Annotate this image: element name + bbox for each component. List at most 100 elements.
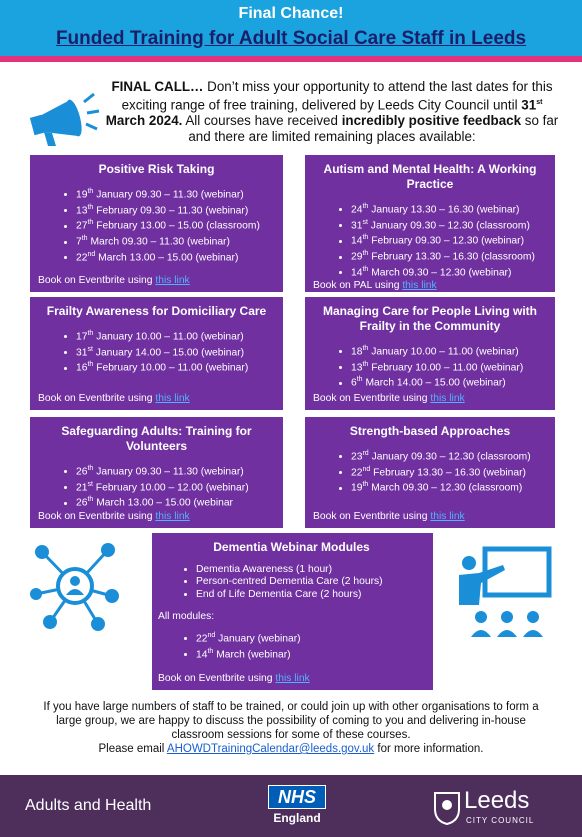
session-list: 22nd January (webinar)14th March (webina… — [158, 630, 425, 661]
session-text: March 09.30 – 12.30 (webinar) — [371, 267, 512, 279]
session-text: January 10.00 – 11.00 (webinar) — [96, 331, 244, 343]
session-text: January 13.30 – 16.30 (webinar) — [371, 204, 520, 216]
session-list: 19th January 09.30 – 11.30 (webinar)13th… — [38, 186, 275, 265]
session-list: 18th January 10.00 – 11.00 (webinar)13th… — [313, 343, 547, 390]
course-box: Frailty Awareness for Domiciliary Care 17… — [30, 297, 283, 410]
leeds-sub: CITY COUNCIL — [466, 816, 535, 825]
module-list: Dementia Awareness (1 hour)Person-centre… — [158, 564, 425, 601]
session-day: 14 — [351, 267, 363, 279]
session-day: 26 — [76, 497, 88, 509]
session-suffix: st — [87, 480, 93, 488]
session-day: 31 — [351, 220, 363, 232]
session-text: January 09.30 – 11.30 (webinar) — [96, 189, 244, 201]
session-list: 23rd January 09.30 – 12.30 (classroom)22… — [313, 448, 547, 495]
booking-link[interactable]: this link — [155, 393, 190, 404]
email-line: Please email AHOWDTrainingCalendar@leeds… — [30, 742, 552, 756]
session-suffix: nd — [207, 631, 216, 639]
booking-link[interactable]: this link — [155, 275, 190, 286]
session-suffix: th — [207, 647, 214, 655]
booking-text: Book on Eventbrite using — [38, 511, 153, 522]
leeds-logo: Leeds — [464, 787, 530, 814]
session-suffix: th — [81, 235, 88, 243]
session-list: 17th January 10.00 – 11.00 (webinar)31st… — [38, 328, 275, 375]
session-suffix: th — [362, 345, 369, 352]
session-list: 26th January 09.30 – 11.30 (webinar)21st… — [38, 463, 275, 510]
session-text: January (webinar) — [218, 633, 301, 645]
course-title: Frailty Awareness for Domiciliary Care — [46, 304, 267, 318]
course-title: Positive Risk Taking — [98, 162, 215, 176]
session-text: February 13.30 – 16.30 (webinar) — [373, 467, 526, 479]
session: 22nd January (webinar) — [196, 630, 425, 646]
session-text: January 10.00 – 11.00 (webinar) — [371, 346, 519, 358]
session-text: February 10.00 – 11.00 (webinar) — [96, 362, 249, 374]
session: 27th February 13.00 – 15.00 (classroom) — [76, 217, 275, 233]
session-day: 14 — [196, 649, 208, 661]
session: 31st January 14.00 – 15.00 (webinar) — [76, 344, 275, 360]
session-suffix: th — [87, 219, 94, 227]
session: 22nd February 13.30 – 16.30 (webinar) — [351, 464, 547, 480]
intro-segment: March 2024. — [105, 113, 183, 129]
module: End of Life Dementia Care (2 hours) — [196, 589, 425, 601]
course-title: Safeguarding Adults: Training for Volunt… — [61, 424, 252, 453]
intro-segment: incredibly positive feedback — [341, 113, 522, 129]
session-suffix: th — [87, 188, 94, 195]
all-modules-label: All modules: — [158, 610, 215, 622]
booking-link[interactable]: this link — [155, 511, 190, 522]
session-day: 18 — [351, 346, 363, 358]
email-link[interactable]: AHOWDTrainingCalendar@leeds.gov.uk — [166, 743, 375, 755]
session-text: March 13.00 – 15.00 (webinar — [96, 497, 233, 509]
course-title: Autism and Mental Health: A Working Prac… — [323, 162, 537, 191]
teacher-icon — [459, 546, 552, 637]
session-day: 17 — [76, 331, 88, 343]
kicker: Final Chance! — [238, 5, 344, 22]
session: 7th March 09.30 – 11.30 (webinar) — [76, 233, 275, 249]
booking: Book on Eventbrite using this link — [313, 393, 547, 404]
session-suffix: th — [356, 376, 363, 384]
session: 18th January 10.00 – 11.00 (webinar) — [351, 343, 547, 359]
email-prefix: Please email — [98, 743, 165, 755]
header-band: Final Chance! Funded Training for Adult … — [0, 0, 582, 56]
session-text: January 14.00 – 15.00 (webinar) — [95, 347, 245, 359]
session: 13th February 09.30 – 11.30 (webinar) — [76, 202, 275, 218]
session-text: February 10.00 – 11.00 (webinar) — [371, 362, 524, 374]
session-day: 29 — [351, 251, 363, 263]
session-suffix: nd — [87, 250, 96, 258]
email-suffix: for more information. — [377, 743, 484, 755]
session-day: 19 — [76, 189, 88, 201]
session: 19th March 09.30 – 12.30 (classroom) — [351, 479, 547, 495]
booking-text: Book on PAL using — [313, 279, 400, 291]
session: 17th January 10.00 – 11.00 (webinar) — [76, 328, 275, 344]
booking: Book on PAL using this link — [313, 280, 547, 291]
booking-link[interactable]: this link — [430, 511, 465, 522]
booking-text: Book on Eventbrite using — [38, 393, 153, 404]
course-title: Managing Care for People Living with Fra… — [322, 304, 538, 333]
session-suffix: th — [87, 330, 94, 337]
booking: Book on Eventbrite using this link — [38, 275, 275, 286]
session-day: 19 — [351, 482, 363, 494]
module: Dementia Awareness (1 hour) — [196, 564, 425, 576]
session-suffix: th — [87, 203, 94, 211]
dementia-title: Dementia Webinar Modules — [213, 540, 370, 554]
course-box: Autism and Mental Health: A Working Prac… — [305, 155, 555, 292]
session-day: 13 — [76, 205, 88, 217]
session-suffix: th — [362, 481, 369, 489]
session-suffix: rd — [362, 450, 369, 457]
footer-left: Adults and Health — [25, 797, 152, 814]
booking-link[interactable]: this link — [275, 673, 310, 684]
megaphone-icon — [30, 92, 100, 146]
course-box: Positive Risk Taking19th January 09.30 –… — [30, 155, 283, 292]
booking-link[interactable]: this link — [402, 279, 437, 291]
session: 24th January 13.30 – 16.30 (webinar) — [351, 201, 547, 217]
intro: FINAL CALL… Don’t miss your opportunity … — [102, 79, 562, 145]
booking-link[interactable]: this link — [430, 393, 465, 404]
session: 13th February 10.00 – 11.00 (webinar) — [351, 359, 547, 375]
session-list: 24th January 13.30 – 16.30 (webinar)31st… — [313, 201, 547, 280]
session-text: February 13.30 – 16.30 (classroom) — [371, 251, 535, 263]
booking-text: Book on Eventbrite using — [313, 511, 428, 522]
session: 14th March 09.30 – 12.30 (webinar) — [351, 264, 547, 280]
course-title: Strength-based Approaches — [349, 424, 511, 438]
session: 31st January 09.30 – 12.30 (classroom) — [351, 217, 547, 233]
session-text: February 13.00 – 15.00 (classroom) — [96, 220, 260, 232]
session-day: 7 — [76, 236, 82, 248]
